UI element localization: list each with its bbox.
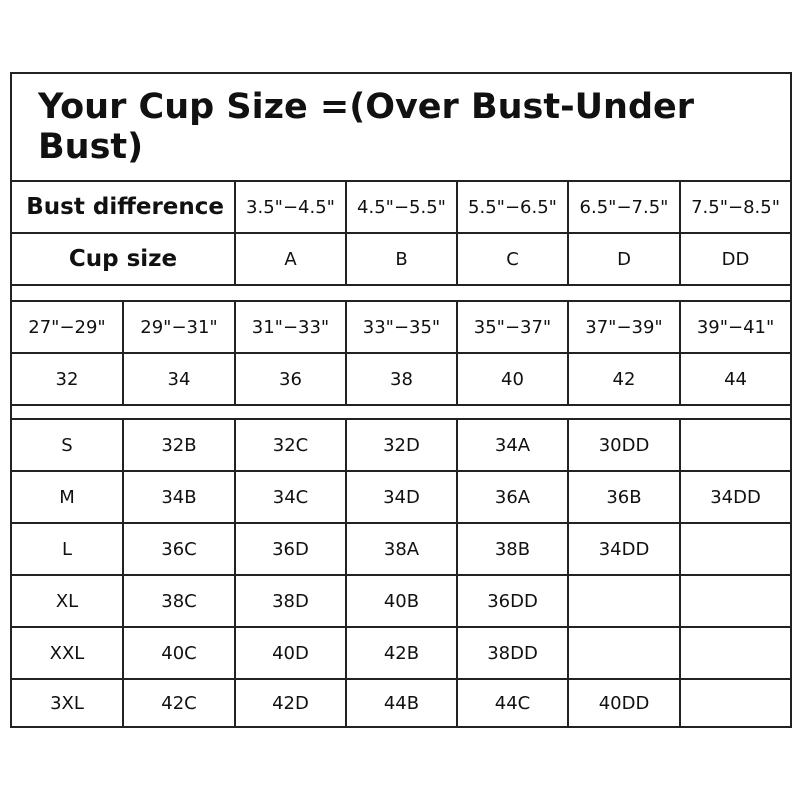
- bra-size-cell: [678, 522, 793, 576]
- bra-size-cell: 32D: [345, 418, 458, 472]
- bra-size-cell: 44B: [345, 678, 458, 728]
- under-bust-cell: 33"−35": [345, 300, 458, 354]
- bust-difference-label: Bust difference: [10, 180, 236, 234]
- bra-size-cell: [567, 574, 681, 628]
- letter-size-cell: 3XL: [10, 678, 124, 728]
- bra-size-cell: 34DD: [678, 470, 793, 524]
- bra-size-cell: 36DD: [456, 574, 569, 628]
- band-size-cell: 42: [567, 352, 681, 406]
- bra-size-cell: 34A: [456, 418, 569, 472]
- chart-title: Your Cup Size =(Over Bust-Under Bust): [9, 72, 793, 182]
- bra-size-cell: 34DD: [567, 522, 681, 576]
- bust-difference-cell: 5.5"−6.5": [456, 180, 569, 234]
- bra-size-cell: 40D: [234, 626, 347, 680]
- letter-size-cell: S: [10, 418, 124, 472]
- bra-size-cell: 36D: [234, 522, 347, 576]
- bra-size-cell: [567, 626, 681, 680]
- letter-size-cell: L: [10, 522, 124, 576]
- bra-size-cell: [678, 418, 793, 472]
- spacer: [9, 284, 793, 302]
- bust-difference-cell: 3.5"−4.5": [234, 180, 347, 234]
- bust-difference-cell: 6.5"−7.5": [567, 180, 681, 234]
- bra-size-cell: 32C: [234, 418, 347, 472]
- bra-size-cell: 34D: [345, 470, 458, 524]
- bra-size-cell: 42B: [345, 626, 458, 680]
- bra-size-cell: 42D: [234, 678, 347, 728]
- size-row: S 32B 32C 32D 34A 30DD: [10, 418, 793, 472]
- cup-size-cell: DD: [678, 232, 793, 286]
- bust-difference-row: Bust difference 3.5"−4.5" 4.5"−5.5" 5.5"−6.…: [10, 180, 793, 234]
- under-bust-cell: 29"−31": [122, 300, 236, 354]
- bra-size-cell: 32B: [122, 418, 236, 472]
- bust-difference-cell: 7.5"−8.5": [678, 180, 793, 234]
- under-bust-cell: 37"−39": [567, 300, 681, 354]
- under-bust-cell: 31"−33": [234, 300, 347, 354]
- bra-size-cell: 38DD: [456, 626, 569, 680]
- letter-size-cell: M: [10, 470, 124, 524]
- bra-size-cell: 36B: [567, 470, 681, 524]
- band-size-cell: 36: [234, 352, 347, 406]
- under-bust-row: 27"−29" 29"−31" 31"−33" 33"−35" 35"−37" 37"−3…: [10, 300, 793, 354]
- bra-size-cell: 42C: [122, 678, 236, 728]
- bra-size-cell: 40C: [122, 626, 236, 680]
- under-bust-cell: 39"−41": [678, 300, 793, 354]
- cup-size-cell: B: [345, 232, 458, 286]
- bra-size-cell: 30DD: [567, 418, 681, 472]
- size-row: XL 38C 38D 40B 36DD: [10, 574, 793, 628]
- bra-size-cell: 38B: [456, 522, 569, 576]
- cup-size-chart: Your Cup Size =(Over Bust-Under Bust) Bus…: [9, 72, 793, 728]
- bra-size-cell: 44C: [456, 678, 569, 728]
- under-bust-cell: 35"−37": [456, 300, 569, 354]
- band-size-cell: 38: [345, 352, 458, 406]
- title-row: Your Cup Size =(Over Bust-Under Bust): [9, 72, 793, 182]
- cup-size-label: Cup size: [10, 232, 236, 286]
- size-row: L 36C 36D 38A 38B 34DD: [10, 522, 793, 576]
- letter-size-cell: XL: [10, 574, 124, 628]
- cup-size-cell: A: [234, 232, 347, 286]
- size-row: XXL 40C 40D 42B 38DD: [10, 626, 793, 680]
- bra-size-cell: 40DD: [567, 678, 681, 728]
- cup-size-row: Cup size A B C D DD: [10, 232, 793, 286]
- bra-size-cell: 38A: [345, 522, 458, 576]
- band-size-cell: 34: [122, 352, 236, 406]
- bra-size-cell: 34C: [234, 470, 347, 524]
- bra-size-cell: [678, 626, 793, 680]
- bra-size-cell: 34B: [122, 470, 236, 524]
- bra-size-cell: 36A: [456, 470, 569, 524]
- bra-size-cell: 38D: [234, 574, 347, 628]
- bra-size-cell: 40B: [345, 574, 458, 628]
- band-size-cell: 40: [456, 352, 569, 406]
- spacer-row: [9, 404, 793, 420]
- spacer: [9, 404, 793, 420]
- cup-size-cell: D: [567, 232, 681, 286]
- bra-size-cell: [678, 678, 793, 728]
- under-bust-cell: 27"−29": [10, 300, 124, 354]
- band-size-cell: 32: [10, 352, 124, 406]
- band-size-cell: 44: [678, 352, 793, 406]
- spacer-row: [9, 284, 793, 302]
- letter-size-cell: XXL: [10, 626, 124, 680]
- bra-size-cell: [678, 574, 793, 628]
- bra-size-cell: 38C: [122, 574, 236, 628]
- size-row: 3XL 42C 42D 44B 44C 40DD: [10, 678, 793, 728]
- bust-difference-cell: 4.5"−5.5": [345, 180, 458, 234]
- bra-size-cell: 36C: [122, 522, 236, 576]
- band-size-row: 32 34 36 38 40 42 44: [10, 352, 793, 406]
- cup-size-cell: C: [456, 232, 569, 286]
- size-row: M 34B 34C 34D 36A 36B 34DD: [10, 470, 793, 524]
